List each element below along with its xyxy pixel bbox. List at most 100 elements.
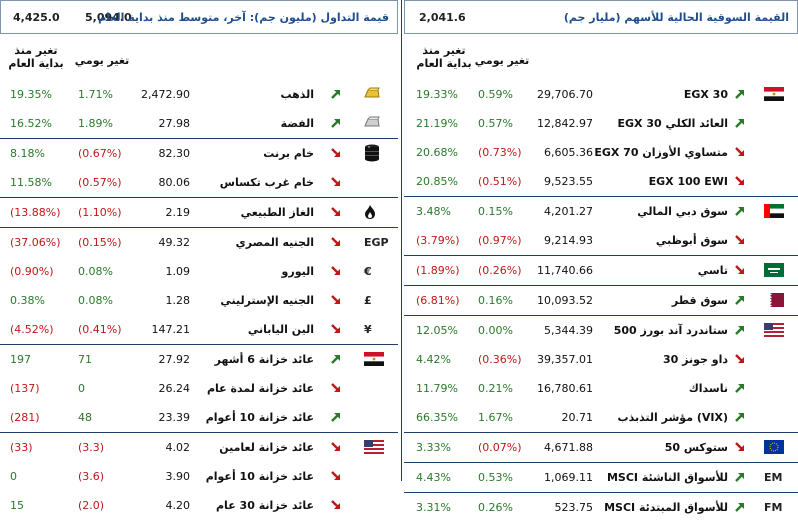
currency-symbol-icon: FM (764, 501, 783, 514)
daily-change-value: 0.16% (478, 294, 513, 307)
ytd-change-value: 20.85% (416, 175, 458, 188)
right-column-headers: تغير منذ بداية العام تغير يومي (404, 40, 798, 80)
instrument-name: تاسي (697, 264, 728, 277)
daily-change-value: 0.53% (478, 471, 513, 484)
table-row: 15 (2.0) 4.20 عائد خزانة 30 عام (0, 491, 398, 520)
arrow-down-icon (330, 470, 342, 482)
arrow-down-icon (330, 147, 342, 159)
price-value: 23.39 (158, 411, 191, 424)
ytd-change-value: 3.33% (416, 441, 451, 454)
table-row: 66.35% 1.67% 20.71 مؤشر التذبذب (VIX) (404, 403, 798, 432)
instrument-name: ستاندرد آند بورز 500 (613, 324, 728, 337)
market-cap-value: 2,041.6 (419, 11, 466, 24)
trading-value-title: قيمة التداول (مليون جم): آخر، متوسط منذ … (98, 11, 389, 24)
daily-change-value: 71 (78, 353, 92, 366)
price-value: 4,671.88 (544, 441, 593, 454)
egypt-flag-icon (764, 87, 784, 104)
uae-flag-icon (764, 204, 784, 221)
price-value: 11,740.66 (537, 264, 593, 277)
trading-value-ytd-average: 5,094.0 (85, 11, 132, 24)
instrument-name: عائد خزانة لمدة عام (206, 382, 314, 395)
price-value: 82.30 (158, 147, 191, 160)
daily-change-value: (3.6) (78, 470, 105, 483)
ytd-change-value: 0 (10, 470, 17, 483)
currency-symbol-icon: EM (764, 471, 783, 484)
price-value: 9,523.55 (544, 175, 593, 188)
arrow-down-icon (734, 264, 746, 276)
ytd-change-value: 15 (10, 499, 24, 512)
market-cap-title: القيمة السوقية الحالية للأسهم (مليار جم) (563, 11, 789, 24)
daily-change-value: (0.67%) (78, 147, 122, 160)
table-row: 19.35% 1.71% 2,472.90 الذهب (0, 80, 398, 109)
ytd-change-value: (137) (10, 382, 40, 395)
instrument-name: سوق دبي المالي (637, 205, 728, 218)
instrument-name: ناسداك (688, 382, 728, 395)
table-row: (3.79%) (0.97%) 9,214.93 سوق أبوظبي (404, 226, 798, 255)
instrument-name: عائد خزانة 10 أعوام (205, 470, 314, 483)
ytd-change-header: تغير منذ بداية العام (416, 44, 472, 70)
daily-change-value: 0.57% (478, 117, 513, 130)
us-flag-icon (764, 323, 784, 340)
price-value: 10,093.52 (537, 294, 593, 307)
instrument-name: عائد خزانة لعامين (219, 441, 314, 454)
daily-change-value: 0.15% (478, 205, 513, 218)
instrument-name: EGX 70 متساوي الأوزان (594, 146, 728, 159)
instrument-name: اليورو (281, 265, 314, 278)
table-row: 11.79% 0.21% 16,780.61 ناسداك (404, 374, 798, 403)
table-row: 8.18% (0.67%) 82.30 خام برنت (0, 138, 398, 168)
daily-change-value: (0.07%) (478, 441, 522, 454)
table-row: 3.48% 0.15% 4,201.27 سوق دبي المالي (404, 196, 798, 226)
currency-symbol-icon: € (364, 265, 372, 278)
ytd-change-value: (6.81%) (416, 294, 460, 307)
price-value: 2.19 (165, 206, 191, 219)
ytd-change-value: (1.89%) (416, 264, 460, 277)
silver-bar-icon (364, 116, 380, 131)
instrument-name: MSCI للأسواق المبتدئة (604, 501, 728, 514)
arrow-down-icon (330, 176, 342, 188)
currency-symbol-icon: EGP (364, 236, 389, 249)
arrow-up-icon (330, 117, 342, 129)
price-value: 39,357.01 (537, 353, 593, 366)
instrument-name: سوق قطر (671, 294, 728, 307)
ytd-change-value: 11.79% (416, 382, 458, 395)
price-value: 5,344.39 (544, 324, 593, 337)
table-row: (137) 0 26.24 عائد خزانة لمدة عام (0, 374, 398, 403)
panel-divider (401, 0, 402, 481)
daily-change-header: تغير يومي (474, 54, 530, 67)
arrow-up-icon (734, 382, 746, 394)
price-value: 9,214.93 (544, 234, 593, 247)
daily-change-value: 0.59% (478, 88, 513, 101)
arrow-up-icon (734, 324, 746, 336)
table-row: 4.43% 0.53% 1,069.11 MSCI للأسواق الناشئة EM (404, 462, 798, 492)
arrow-down-icon (330, 294, 342, 306)
market-cap-header-bar: 2,041.6 القيمة السوقية الحالية للأسهم (م… (404, 0, 798, 34)
table-row: (13.88%) (1.10%) 2.19 الغاز الطبيعي (0, 197, 398, 227)
arrow-down-icon (330, 236, 342, 248)
table-row: 3.33% (0.07%) 4,671.88 ستوكس 50 (404, 432, 798, 462)
price-value: 4,201.27 (544, 205, 593, 218)
price-value: 4.20 (165, 499, 191, 512)
ytd-change-value: 4.42% (416, 353, 451, 366)
left-column-headers: تغير منذ بداية العام تغير يومي (0, 40, 398, 80)
daily-change-value: (0.36%) (478, 353, 522, 366)
arrow-down-icon (734, 234, 746, 246)
daily-change-value: 0.21% (478, 382, 513, 395)
table-row: 0.38% 0.08% 1.28 الجنيه الإسترليني £ (0, 286, 398, 315)
price-value: 1.09 (165, 265, 191, 278)
price-value: 16,780.61 (537, 382, 593, 395)
arrow-up-icon (330, 88, 342, 100)
price-value: 20.71 (561, 411, 594, 424)
table-row: 16.52% 1.89% 27.98 الفضة (0, 109, 398, 138)
qatar-flag-icon (764, 293, 784, 310)
ytd-change-value: (3.79%) (416, 234, 460, 247)
daily-change-header: تغير يومي (74, 54, 130, 67)
arrow-down-icon (330, 441, 342, 453)
arrow-up-icon (734, 411, 746, 423)
arrow-down-icon (330, 323, 342, 335)
daily-change-value: (0.26%) (478, 264, 522, 277)
right-rows: 19.33% 0.59% 29,706.70 EGX 30 21.19% 0.57% 12,… (404, 80, 798, 522)
market-cap-panel: 2,041.6 القيمة السوقية الحالية للأسهم (م… (404, 0, 798, 514)
table-row: 12.05% 0.00% 5,344.39 ستاندرد آند بورز 500 (404, 315, 798, 345)
table-row: (6.81%) 0.16% 10,093.52 سوق قطر (404, 285, 798, 315)
arrow-down-icon (330, 382, 342, 394)
